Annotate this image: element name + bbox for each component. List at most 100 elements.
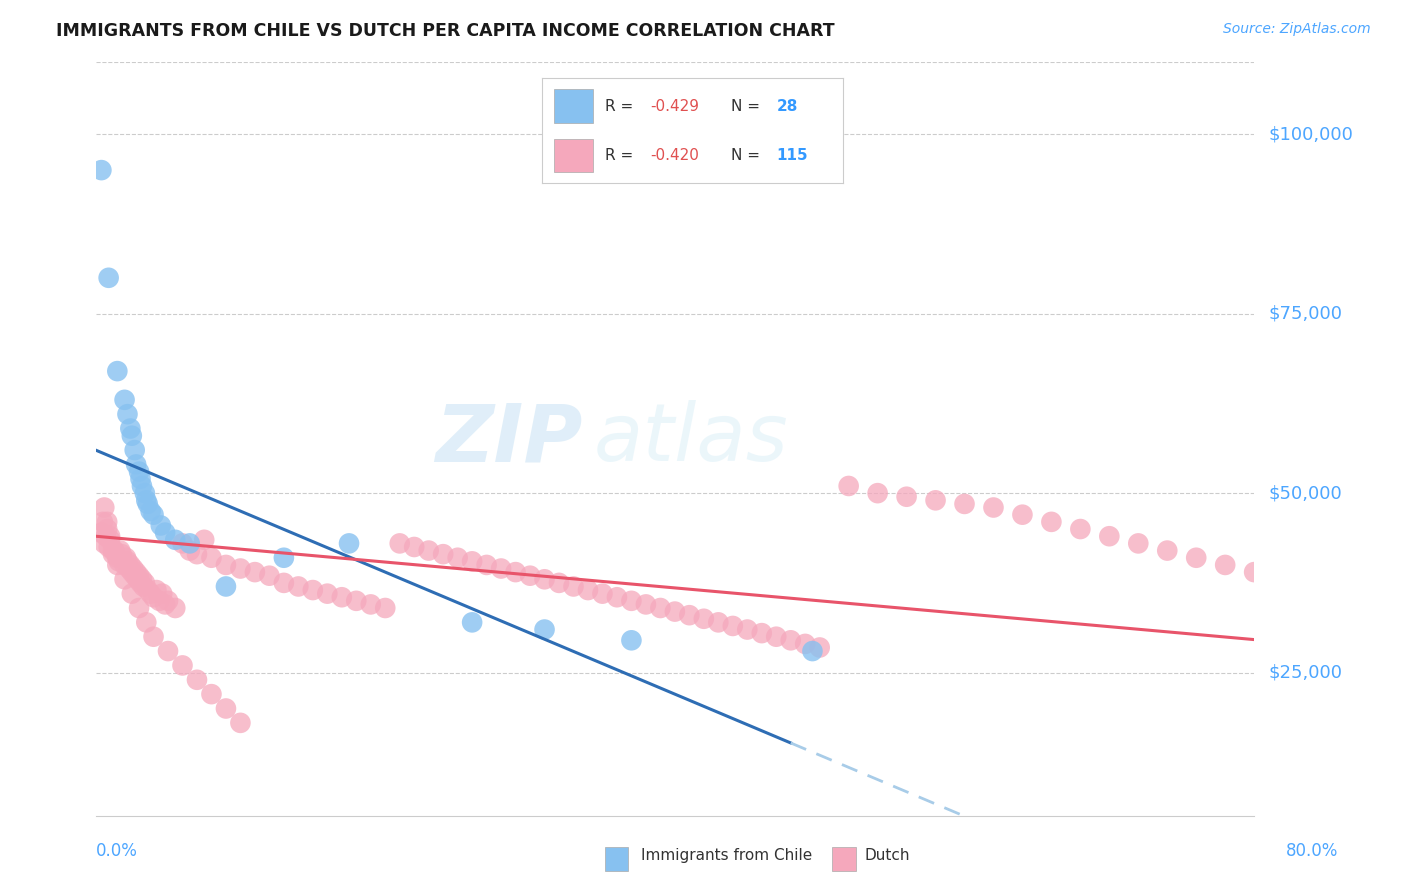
Point <box>215 558 238 572</box>
Point <box>360 598 382 612</box>
Point <box>125 458 148 472</box>
Point <box>114 572 136 586</box>
Point <box>131 479 153 493</box>
Point <box>129 472 152 486</box>
Point <box>150 587 173 601</box>
Text: Immigrants from Chile: Immigrants from Chile <box>641 848 813 863</box>
Point <box>120 558 142 572</box>
Text: 0.0%: 0.0% <box>96 842 138 860</box>
Point <box>107 554 129 568</box>
Point <box>121 565 143 579</box>
Text: $100,000: $100,000 <box>1268 125 1353 144</box>
Point <box>374 601 396 615</box>
Text: ZIP: ZIP <box>434 401 582 478</box>
Point <box>1243 565 1265 579</box>
Point <box>135 615 157 630</box>
Point <box>124 443 146 458</box>
Point <box>90 163 112 178</box>
Text: Dutch: Dutch <box>865 848 910 863</box>
Point <box>548 575 571 590</box>
Point <box>330 591 353 605</box>
Point <box>200 550 222 565</box>
Point <box>794 637 817 651</box>
Point <box>475 558 498 572</box>
Point <box>983 500 1005 515</box>
Point <box>259 568 281 582</box>
Point <box>101 547 124 561</box>
Point <box>105 364 128 378</box>
Point <box>127 572 149 586</box>
Point <box>404 540 426 554</box>
Point <box>1098 529 1121 543</box>
Point <box>136 583 159 598</box>
Point <box>115 550 138 565</box>
Point <box>93 500 115 515</box>
Point <box>316 587 339 601</box>
Point <box>125 565 148 579</box>
Point <box>98 533 121 547</box>
Point <box>117 407 139 421</box>
Point <box>135 493 157 508</box>
Point <box>418 543 440 558</box>
Point <box>243 565 266 579</box>
Point <box>505 565 527 579</box>
Point <box>111 547 134 561</box>
Point <box>90 525 112 540</box>
Point <box>105 558 128 572</box>
Point <box>533 572 555 586</box>
Point <box>101 543 124 558</box>
Point <box>489 561 512 575</box>
Point <box>1185 550 1208 565</box>
Point <box>134 486 156 500</box>
Point <box>132 579 155 593</box>
Point <box>97 540 120 554</box>
Point <box>157 594 180 608</box>
Point <box>751 626 773 640</box>
Point <box>765 630 787 644</box>
Point <box>200 687 222 701</box>
Point <box>103 543 125 558</box>
Point <box>562 579 585 593</box>
Point <box>193 533 215 547</box>
Point <box>533 623 555 637</box>
Point <box>129 575 152 590</box>
Point <box>172 658 194 673</box>
Text: $25,000: $25,000 <box>1268 664 1343 681</box>
Point <box>432 547 454 561</box>
Point <box>447 550 470 565</box>
Point <box>145 583 167 598</box>
Point <box>96 515 118 529</box>
Point <box>97 270 120 285</box>
Point <box>707 615 730 630</box>
Point <box>124 568 146 582</box>
Point <box>134 575 156 590</box>
Point <box>1128 536 1150 550</box>
Point <box>620 633 643 648</box>
Point <box>779 633 801 648</box>
Point <box>139 587 162 601</box>
Point <box>287 579 309 593</box>
Point <box>721 619 744 633</box>
Text: IMMIGRANTS FROM CHILE VS DUTCH PER CAPITA INCOME CORRELATION CHART: IMMIGRANTS FROM CHILE VS DUTCH PER CAPIT… <box>56 22 835 40</box>
Point <box>461 615 484 630</box>
Point <box>678 608 700 623</box>
Point <box>337 536 360 550</box>
Point <box>131 572 153 586</box>
Point <box>121 587 143 601</box>
Point <box>519 568 541 582</box>
Point <box>91 515 114 529</box>
Point <box>924 493 946 508</box>
Point <box>693 612 716 626</box>
Point <box>117 554 139 568</box>
Point <box>838 479 860 493</box>
Text: $50,000: $50,000 <box>1268 484 1341 502</box>
Text: atlas: atlas <box>593 401 789 478</box>
Point <box>1156 543 1178 558</box>
Point <box>142 508 165 522</box>
Point <box>1011 508 1033 522</box>
Point <box>650 601 672 615</box>
Point <box>737 623 759 637</box>
Point <box>229 561 252 575</box>
Point <box>186 673 208 687</box>
Point <box>114 558 136 572</box>
